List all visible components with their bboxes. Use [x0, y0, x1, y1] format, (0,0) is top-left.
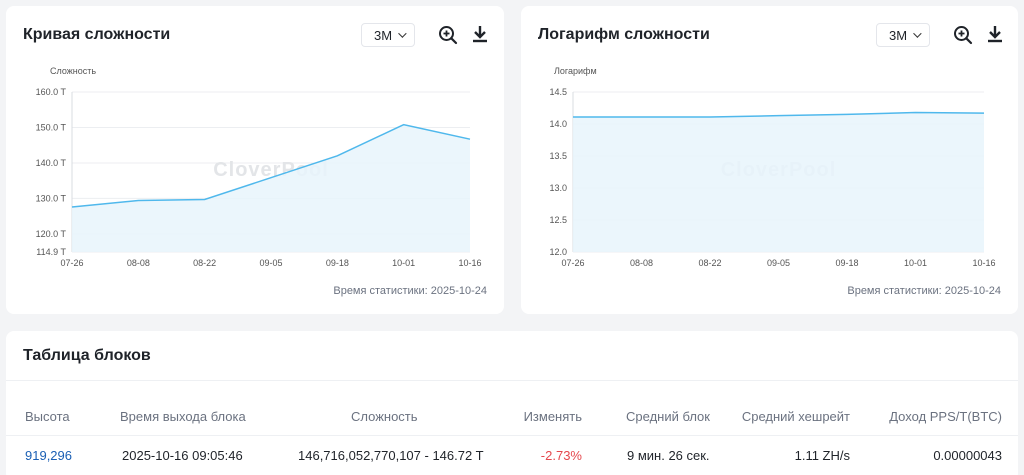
- x-tick-label: 08-22: [193, 258, 216, 268]
- x-tick-label: 08-08: [127, 258, 150, 268]
- difficulty-log-title: Логарифм сложности: [538, 26, 710, 43]
- x-tick-label: 10-16: [972, 258, 995, 268]
- x-tick-label: 10-16: [458, 258, 481, 268]
- x-tick-label: 07-26: [561, 258, 584, 268]
- x-tick-label: 10-01: [904, 258, 927, 268]
- col-header-difficulty: Сложность: [351, 409, 418, 424]
- divider: [6, 435, 1018, 436]
- download-icon[interactable]: [470, 24, 490, 44]
- series-area: [72, 124, 470, 252]
- col-header-pps: Доход PPS/T(BTC): [889, 409, 1002, 424]
- col-header-height: Высота: [25, 409, 70, 424]
- col-header-time: Время выхода блока: [120, 409, 246, 424]
- series-line: [573, 111, 985, 118]
- series-line: [71, 123, 471, 208]
- y-tick-label: 140.0 T: [36, 158, 67, 168]
- block-height-link[interactable]: 919,296: [25, 448, 72, 463]
- x-tick-label: 07-26: [60, 258, 83, 268]
- difficulty-curve-title: Кривая сложности: [23, 26, 171, 43]
- y-tick-label: 150.0 T: [36, 122, 67, 132]
- period-select-value: 3M: [374, 27, 393, 43]
- zoom-in-icon[interactable]: [438, 25, 458, 45]
- stat-time: Время статистики: 2025-10-24: [847, 285, 1001, 297]
- block-pps: 0.00000043: [933, 448, 1002, 463]
- block-avg-hashrate: 1.11 ZH/s: [794, 448, 850, 463]
- x-tick-label: 09-18: [835, 258, 858, 268]
- series-area: [573, 112, 984, 252]
- block-difficulty: 146,716,052,770,107 - 146.72 T: [298, 448, 484, 463]
- y-axis-label: Логарифм: [554, 66, 597, 76]
- col-header-avg-block: Средний блок: [626, 409, 710, 424]
- y-tick-label: 12.5: [549, 215, 567, 225]
- x-tick-label: 09-05: [259, 258, 282, 268]
- block-table-title: Таблица блоков: [23, 347, 151, 364]
- y-tick-label: 114.9 T: [36, 247, 66, 257]
- y-tick-label: 14.5: [549, 87, 567, 97]
- x-tick-label: 08-08: [630, 258, 653, 268]
- difficulty-log-card: Логарифм сложности 3M Логарифм 12.0 12.5 13…: [521, 6, 1018, 314]
- chevron-down-icon: [398, 29, 407, 38]
- block-avg-time: 9 мин. 26 сек.: [627, 448, 710, 463]
- block-time: 2025-10-16 09:05:46: [122, 448, 243, 463]
- block-change: -2.73%: [540, 448, 582, 463]
- difficulty-curve-chart: Сложность 114.9 T 120.0 T 130.0 T 140.0 T 150…: [36, 66, 482, 268]
- col-header-change: Изменять: [523, 409, 582, 424]
- col-header-avg-hashrate: Средний хешрейт: [741, 409, 850, 424]
- difficulty-log-chart: Логарифм 12.0 12.5 13.0 13.5 14.0 14.5 07-26 08-…: [549, 66, 995, 268]
- period-select-value: 3M: [889, 27, 908, 43]
- download-icon[interactable]: [985, 24, 1005, 44]
- x-tick-label: 10-01: [392, 258, 415, 268]
- y-tick-label: 14.0: [549, 119, 567, 129]
- stat-time: Время статистики: 2025-10-24: [333, 285, 487, 297]
- x-tick-label: 09-05: [767, 258, 790, 268]
- y-tick-label: 13.5: [549, 151, 567, 161]
- y-axis-label: Сложность: [50, 66, 96, 76]
- y-tick-label: 130.0 T: [36, 193, 67, 203]
- zoom-in-icon[interactable]: [953, 25, 973, 45]
- period-select[interactable]: 3M: [361, 23, 416, 47]
- x-tick-label: 09-18: [326, 258, 349, 268]
- x-tick-label: 08-22: [698, 258, 721, 268]
- y-tick-label: 13.0: [549, 183, 567, 193]
- block-table-card: [6, 331, 1018, 475]
- y-tick-label: 12.0: [549, 247, 567, 257]
- divider: [6, 380, 1018, 381]
- period-select[interactable]: 3M: [876, 23, 931, 47]
- chevron-down-icon: [913, 29, 922, 38]
- y-tick-label: 120.0 T: [36, 229, 67, 239]
- y-tick-label: 160.0 T: [36, 87, 67, 97]
- difficulty-curve-card: Кривая сложности 3M Сложность 114.9 T 120.…: [6, 6, 504, 314]
